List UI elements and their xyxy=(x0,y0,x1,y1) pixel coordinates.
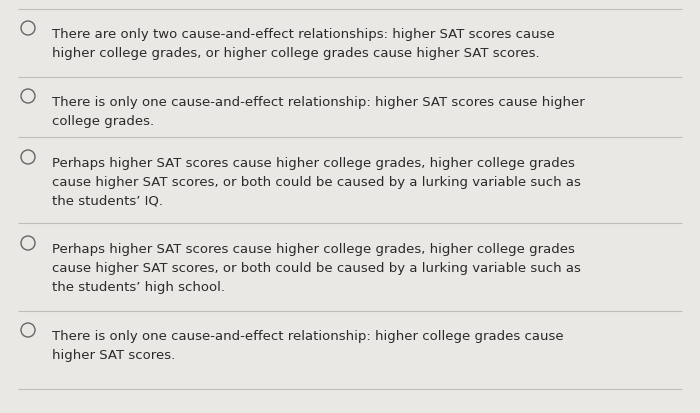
Text: college grades.: college grades. xyxy=(52,115,154,128)
Text: cause higher SAT scores, or both could be caused by a lurking variable such as: cause higher SAT scores, or both could b… xyxy=(52,176,581,189)
Text: cause higher SAT scores, or both could be caused by a lurking variable such as: cause higher SAT scores, or both could b… xyxy=(52,261,581,274)
Text: There is only one cause-and-effect relationship: higher college grades cause: There is only one cause-and-effect relat… xyxy=(52,329,564,342)
Text: There is only one cause-and-effect relationship: higher SAT scores cause higher: There is only one cause-and-effect relat… xyxy=(52,96,584,109)
Text: There are only two cause-and-effect relationships: higher SAT scores cause: There are only two cause-and-effect rela… xyxy=(52,28,554,41)
Text: higher SAT scores.: higher SAT scores. xyxy=(52,348,175,361)
Text: Perhaps higher SAT scores cause higher college grades, higher college grades: Perhaps higher SAT scores cause higher c… xyxy=(52,157,575,170)
Text: the students’ IQ.: the students’ IQ. xyxy=(52,195,163,207)
Text: higher college grades, or higher college grades cause higher SAT scores.: higher college grades, or higher college… xyxy=(52,47,540,60)
Text: Perhaps higher SAT scores cause higher college grades, higher college grades: Perhaps higher SAT scores cause higher c… xyxy=(52,242,575,255)
Text: the students’ high school.: the students’ high school. xyxy=(52,280,225,293)
